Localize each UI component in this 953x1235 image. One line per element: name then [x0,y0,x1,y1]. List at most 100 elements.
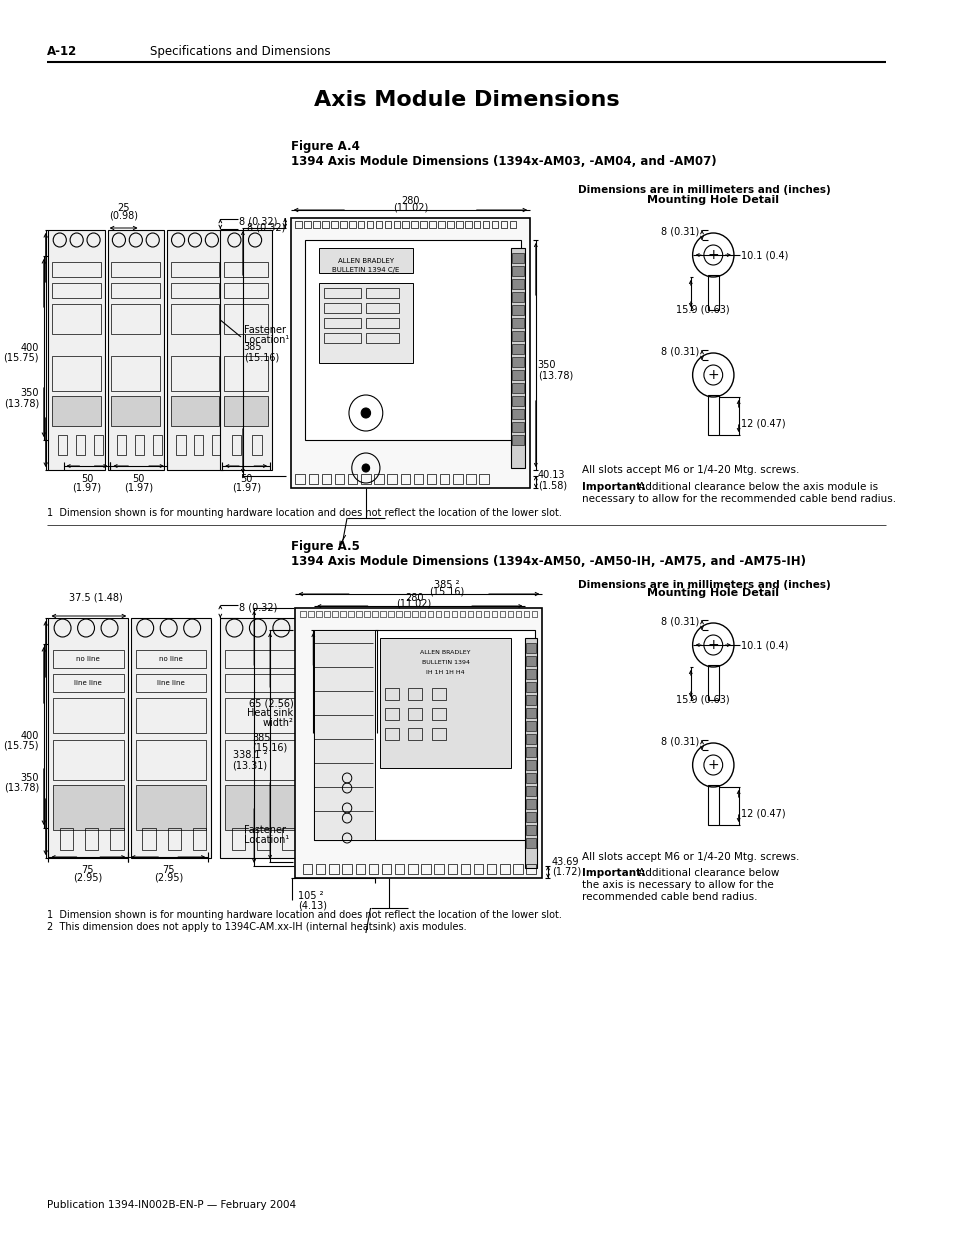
Bar [387,474,396,484]
Text: ALLEN BRADLEY: ALLEN BRADLEY [337,258,394,264]
Bar [305,240,520,440]
Bar [375,221,382,228]
Bar [384,688,398,700]
Bar [526,747,536,757]
Bar [303,864,312,874]
Text: 385 ²: 385 ² [434,580,459,590]
Bar [112,396,160,426]
Bar [52,304,101,333]
Bar [364,611,369,618]
Text: (13.78): (13.78) [4,783,39,793]
Text: ALLEN BRADLEY: ALLEN BRADLEY [420,651,471,656]
Circle shape [362,464,369,472]
Text: line line: line line [74,680,102,685]
Text: (1.97): (1.97) [232,482,261,492]
Bar [426,474,436,484]
Bar [314,630,375,840]
Text: 12 (0.47): 12 (0.47) [740,417,785,429]
Bar [171,304,219,333]
Bar [135,674,206,692]
Bar [526,682,536,692]
Bar [142,827,155,850]
Text: 8 (0.31): 8 (0.31) [660,737,699,747]
Bar [437,221,444,228]
Bar [112,262,160,277]
Bar [402,221,409,228]
Bar [315,611,321,618]
Bar [513,864,522,874]
Bar [499,864,509,874]
Text: Axis Module Dimensions: Axis Module Dimensions [314,90,618,110]
Bar [467,611,473,618]
Bar [322,221,329,228]
Bar [168,827,181,850]
Bar [512,383,523,393]
Bar [507,611,513,618]
Text: Figure A.5: Figure A.5 [291,540,359,553]
Text: Heat sink: Heat sink [247,708,294,718]
Bar [459,611,465,618]
Text: 75: 75 [162,864,174,876]
Text: (15.16): (15.16) [429,587,464,597]
Bar [53,740,124,781]
Bar [379,611,385,618]
Bar [225,674,295,692]
Bar [355,611,361,618]
Bar [436,611,441,618]
Text: Location¹: Location¹ [244,335,289,345]
Bar [439,474,449,484]
Bar [431,708,445,720]
Bar [412,611,417,618]
Text: Additional clearance below the axis module is: Additional clearance below the axis modu… [635,482,878,492]
Text: 105 ²: 105 ² [298,890,323,902]
Text: 8 (0.31): 8 (0.31) [660,618,699,627]
Text: 2  This dimension does not apply to 1394C-AM.xx-IH (internal heatsink) axis modu: 2 This dimension does not apply to 1394C… [47,923,466,932]
Bar [135,650,206,668]
Text: 50: 50 [240,474,253,484]
Text: 400: 400 [21,731,39,741]
Bar [443,611,449,618]
Bar [394,221,399,228]
Bar [384,708,398,720]
Bar [414,474,423,484]
Bar [408,864,417,874]
Text: 280: 280 [405,593,423,603]
Bar [93,435,103,454]
Bar [512,291,523,303]
Bar [52,262,101,277]
Bar [366,288,398,298]
Circle shape [361,408,370,417]
Bar [526,864,536,874]
Bar [295,474,305,484]
Bar [384,727,398,740]
Text: 12 (0.47): 12 (0.47) [740,808,785,818]
Text: no line: no line [158,656,182,662]
Text: (1.97): (1.97) [124,482,153,492]
Bar [526,695,536,705]
Bar [366,317,398,329]
Text: Mounting Hole Detail: Mounting Hole Detail [646,195,779,205]
Bar [368,864,377,874]
Bar [135,698,206,734]
Text: (15.75): (15.75) [4,741,39,751]
Bar [224,356,268,391]
Bar [85,827,98,850]
Text: +: + [707,368,719,382]
Bar [300,611,306,618]
Text: All slots accept M6 or 1/4-20 Mtg. screws.: All slots accept M6 or 1/4-20 Mtg. screw… [581,466,799,475]
Bar [526,721,536,731]
Text: 350: 350 [21,388,39,398]
Text: 1394 Axis Module Dimensions (1394x-AM50, -AM50-IH, -AM75, and -AM75-IH): 1394 Axis Module Dimensions (1394x-AM50,… [291,555,805,568]
Bar [476,611,481,618]
Text: 1  Dimension shown is for mounting hardware location and does not reflect the lo: 1 Dimension shown is for mounting hardwa… [47,910,561,920]
Text: 37.5 (1.48): 37.5 (1.48) [69,592,122,601]
Text: 8 (0.32): 8 (0.32) [247,224,285,233]
Bar [225,740,295,781]
Text: BULLETIN 1394: BULLETIN 1394 [421,661,469,666]
Bar [707,395,719,435]
Bar [339,611,345,618]
Bar [526,799,536,809]
Bar [429,221,436,228]
Bar [220,230,272,471]
Bar [49,618,128,858]
